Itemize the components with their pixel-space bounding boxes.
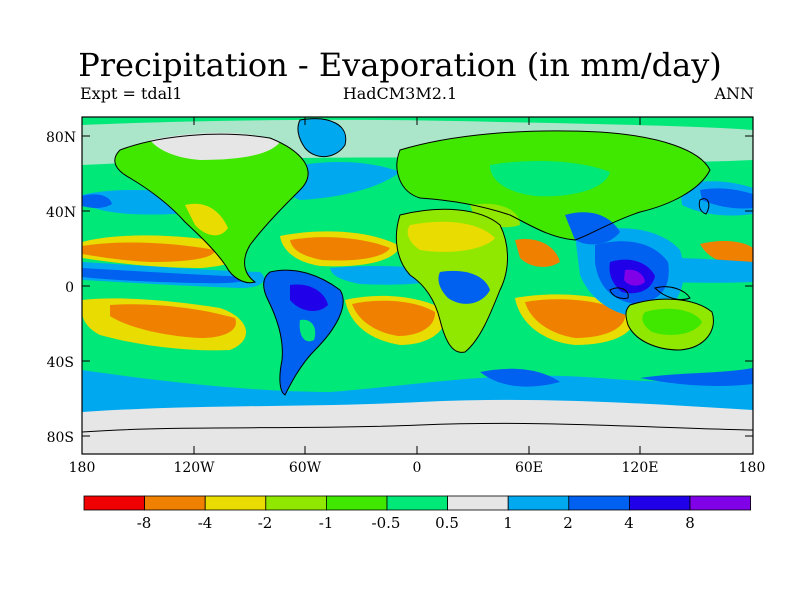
colorbar-label-minus05: -0.5 [371, 514, 401, 532]
eurasia-coastline [396, 130, 711, 241]
season-label: ANN [714, 84, 754, 103]
borneo-coastline [609, 287, 629, 299]
colorbar-label-minus2: -2 [257, 514, 273, 532]
colorbar-box [629, 495, 691, 511]
coastlines [82, 118, 753, 433]
lat-label-equator: 0 [65, 280, 74, 296]
colorbar-box [568, 495, 630, 511]
colorbar-label-minus4: -4 [197, 514, 213, 532]
colorbar-label-minus1: -1 [318, 514, 334, 532]
australia-interior-region [642, 308, 702, 335]
warm-pool-extreme-region [624, 269, 645, 286]
north-america-north-region [150, 132, 280, 160]
north-pacific-very-dry-zone-west [82, 242, 215, 262]
axis-ticks [82, 117, 753, 454]
southern-ocean-wet-band [82, 370, 753, 412]
lon-label-180w: 180 [68, 460, 96, 476]
arabian-sea-dry-zone [515, 238, 560, 267]
lon-label-60e: 60E [514, 460, 544, 476]
greenland-land [297, 118, 346, 157]
lat-label-80n: 80N [46, 130, 77, 146]
colorbar-box [689, 495, 751, 511]
north-america-coastline [114, 133, 309, 284]
colorbar-box [447, 495, 509, 511]
south-america-coastline [263, 269, 344, 396]
colorbar-label-minus8: -8 [136, 514, 152, 532]
colorbar-box [144, 495, 206, 511]
africa-coastline [395, 208, 508, 353]
amazon-wet-core [290, 284, 328, 312]
south-pacific-very-dry-zone [110, 304, 236, 338]
colorbar [83, 495, 751, 511]
colorbar-label-4: 4 [624, 514, 634, 532]
new-guinea-coastline [654, 286, 691, 301]
lon-label-60w: 60W [288, 460, 322, 476]
colorbar-label-05: 0.5 [435, 514, 459, 532]
south-indian-very-dry-zone [525, 299, 626, 338]
south-atlantic-very-dry-zone [352, 300, 436, 336]
colorbar-box [204, 495, 267, 511]
north-pacific-storm-track-east-core [700, 188, 753, 209]
colorbar-box [325, 495, 388, 511]
model-label: HadCM3M2.1 [342, 84, 458, 103]
north-atlantic-storm-track [279, 161, 400, 200]
colorbar-label-1: 1 [503, 514, 513, 532]
antarctica-coastline [82, 422, 753, 433]
middle-east-dry-region [470, 203, 520, 228]
central-africa-wet-region [438, 270, 490, 304]
colorbar-box [265, 495, 327, 511]
north-atlantic-very-dry-zone [290, 237, 390, 261]
lon-label-180e: 180 [738, 460, 766, 476]
north-pacific-very-dry-zone-east [700, 241, 753, 265]
sahara-dry-region [407, 221, 495, 252]
south-america-south-region [299, 319, 316, 342]
colorbar-label-8: 8 [685, 514, 695, 532]
lat-label-40n: 40N [46, 205, 77, 221]
map-title: Precipitation - Evaporation (in mm/day) [78, 46, 722, 84]
japan-coastline [698, 198, 710, 215]
south-asia-wet-region [565, 212, 620, 245]
lon-label-0: 0 [412, 460, 422, 476]
lon-label-120e: 120E [621, 460, 659, 476]
pacific-itcz-core [82, 268, 250, 284]
colorbar-box [83, 495, 145, 511]
map-field [82, 117, 753, 454]
lat-label-40s: 40S [46, 355, 74, 371]
north-pacific-storm-track-core [82, 194, 112, 208]
experiment-label: Expt = tdal1 [80, 84, 183, 103]
central-asia-region [490, 160, 610, 197]
greenland-coastline [297, 118, 347, 158]
colorbar-box [507, 495, 570, 511]
colorbar-label-2: 2 [563, 514, 573, 532]
southern-ocean-wet-core [480, 368, 560, 387]
southern-ocean-wet-core-east [640, 368, 753, 386]
colorbar-box [386, 495, 448, 511]
australia-coastline [625, 298, 714, 351]
north-america-southwest-dry [185, 203, 228, 236]
lon-label-120w: 120W [173, 460, 215, 476]
lat-label-80s: 80S [46, 430, 74, 446]
